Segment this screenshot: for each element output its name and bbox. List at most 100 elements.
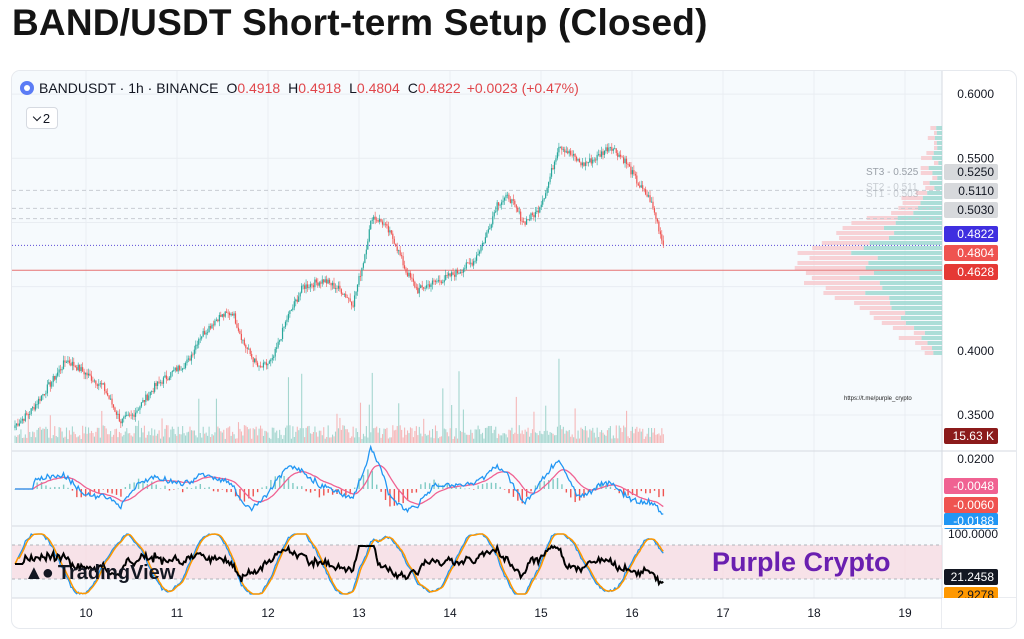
- volume-bar: [618, 425, 620, 443]
- candle: [586, 160, 588, 167]
- profile-bar-sell: [932, 176, 938, 180]
- volume-bar: [123, 434, 125, 443]
- volume-bar: [383, 428, 385, 443]
- candle-body: [487, 229, 489, 233]
- gridlines: [12, 71, 942, 598]
- candle: [281, 323, 284, 342]
- volume-bar: [259, 425, 262, 443]
- volume-bar: [132, 436, 134, 443]
- volume-bar: [183, 433, 185, 443]
- volume-bar: [506, 437, 509, 443]
- candle: [509, 196, 511, 204]
- candle: [74, 364, 76, 368]
- candle: [62, 355, 65, 370]
- volume-bar: [346, 429, 348, 443]
- candle: [248, 344, 250, 350]
- candle-body: [39, 398, 41, 401]
- candle: [467, 262, 469, 264]
- macd-histogram-bar: [512, 489, 515, 497]
- candle: [618, 151, 620, 158]
- candle: [627, 162, 629, 168]
- volume-bar: [451, 405, 453, 443]
- volume-bar: [427, 434, 429, 443]
- candle-body: [492, 216, 494, 225]
- candle: [402, 252, 404, 269]
- candle-body: [443, 279, 445, 283]
- candle-body: [462, 269, 464, 273]
- candle: [603, 150, 606, 159]
- volume-bar: [598, 436, 600, 443]
- candle: [464, 264, 466, 273]
- candle-body: [234, 313, 237, 324]
- candle-body: [334, 288, 337, 290]
- chart-canvas[interactable]: 0.60000.55000.40000.35000.52500.51100.50…: [12, 71, 1016, 628]
- volume-bar: [439, 436, 441, 443]
- candle: [606, 143, 609, 155]
- candle-body: [151, 391, 153, 392]
- candle-body: [381, 221, 384, 225]
- candle-body: [358, 276, 360, 285]
- candle-body: [471, 262, 473, 266]
- candle-body: [118, 413, 120, 422]
- candle: [481, 240, 484, 251]
- stoch-d-line: [14, 533, 664, 595]
- tradingview-logo[interactable]: ▲● TradingView: [24, 562, 175, 585]
- volume-bar: [115, 428, 118, 443]
- volume-bar: [529, 436, 531, 443]
- macd-tick-label: 0.0200: [957, 452, 994, 466]
- candle-body: [533, 214, 535, 218]
- chart-panel[interactable]: 0.6000 0.5500 0.4000 0.3500 0.5250 0.5110 0.50…: [12, 71, 1016, 628]
- plot-area[interactable]: [12, 71, 942, 598]
- candle: [18, 419, 21, 427]
- candle: [577, 158, 579, 162]
- volume-bar: [656, 434, 658, 443]
- volume-bar: [165, 425, 168, 443]
- volume-bar: [464, 432, 466, 443]
- candle-body: [514, 200, 516, 205]
- volume-bar: [662, 434, 664, 443]
- candle-body: [596, 154, 598, 161]
- candle-body: [196, 344, 198, 346]
- candle-body: [562, 149, 564, 151]
- volume-bar: [308, 425, 310, 443]
- volume-bar: [295, 431, 297, 443]
- volume-bar: [185, 435, 187, 443]
- candle-body: [511, 199, 513, 204]
- profile-bar-buy: [936, 126, 942, 130]
- candle-body: [36, 404, 38, 406]
- candle: [484, 232, 486, 244]
- candle: [189, 355, 191, 362]
- symbol-label[interactable]: BANDUSDT · 1h · BINANCE: [39, 80, 219, 96]
- price-marker-label: 0.4628: [957, 265, 994, 279]
- candle-body: [386, 223, 388, 226]
- profile-bar-sell: [921, 346, 932, 350]
- candle: [64, 356, 66, 367]
- profile-bar-buy: [901, 316, 942, 320]
- channel-link[interactable]: https://t.me/purple_crypto: [844, 396, 912, 402]
- volume-bar: [68, 430, 70, 443]
- volume-bar: [409, 427, 412, 443]
- indicators-collapse-button[interactable]: 2: [26, 107, 58, 129]
- volume-bar: [603, 434, 606, 443]
- volume-bar: [254, 429, 256, 443]
- macd-histogram-bar: [199, 483, 202, 489]
- candle-body: [480, 246, 482, 252]
- candle-body: [245, 344, 247, 348]
- volume-bar: [171, 426, 173, 443]
- volume-bar: [599, 432, 601, 443]
- macd-histogram-bar: [376, 484, 378, 489]
- volume-bar: [18, 434, 21, 443]
- volume-bar: [286, 425, 288, 443]
- candle: [352, 300, 354, 309]
- macd-histogram-bar: [164, 485, 166, 489]
- candle-body: [158, 381, 160, 383]
- volume-bar: [35, 437, 37, 443]
- candle-body: [120, 421, 122, 424]
- candle-body: [226, 311, 228, 313]
- tradingview-icon: ▲●: [24, 562, 54, 584]
- candle: [237, 323, 240, 333]
- candle: [428, 280, 431, 289]
- volume-bar: [136, 425, 138, 443]
- candle: [568, 149, 570, 157]
- candle: [581, 157, 584, 169]
